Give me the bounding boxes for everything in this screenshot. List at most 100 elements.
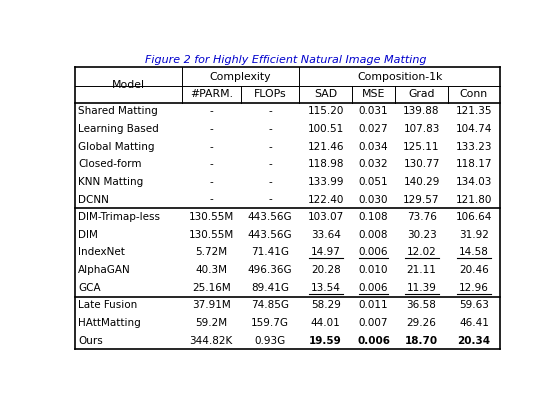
Text: -: - [268,124,272,134]
Text: 0.007: 0.007 [359,318,388,328]
Text: 130.77: 130.77 [403,159,440,169]
Text: 5.72M: 5.72M [195,248,227,257]
Text: Global Matting: Global Matting [78,142,155,152]
Text: 130.55M: 130.55M [189,212,234,222]
Text: -: - [209,177,213,187]
Text: 121.80: 121.80 [456,194,492,205]
Text: -: - [209,124,213,134]
Text: 0.006: 0.006 [359,283,388,293]
Text: Ours: Ours [78,335,103,346]
Text: -: - [268,159,272,169]
Text: 58.29: 58.29 [311,300,340,310]
Text: 443.56G: 443.56G [248,212,292,222]
Text: DIM: DIM [78,230,98,240]
Text: 12.02: 12.02 [407,248,436,257]
Text: 0.031: 0.031 [359,107,388,116]
Text: Model: Model [112,80,145,90]
Text: #PARM.: #PARM. [190,89,233,99]
Text: 12.96: 12.96 [459,283,489,293]
Text: 103.07: 103.07 [307,212,344,222]
Text: 0.006: 0.006 [359,248,388,257]
Text: 0.011: 0.011 [359,300,388,310]
Text: 71.41G: 71.41G [251,248,289,257]
Text: -: - [268,177,272,187]
Text: Figure 2 for Highly Efficient Natural Image Matting: Figure 2 for Highly Efficient Natural Im… [145,55,427,65]
Text: 133.23: 133.23 [456,142,492,152]
Text: 115.20: 115.20 [307,107,344,116]
Text: Conn: Conn [460,89,488,99]
Text: 121.35: 121.35 [456,107,492,116]
Text: 121.46: 121.46 [307,142,344,152]
Text: SAD: SAD [314,89,337,99]
Text: 140.29: 140.29 [403,177,440,187]
Text: 33.64: 33.64 [311,230,340,240]
Text: Learning Based: Learning Based [78,124,159,134]
Text: 59.2M: 59.2M [195,318,227,328]
Text: Late Fusion: Late Fusion [78,300,138,310]
Text: 29.26: 29.26 [407,318,436,328]
Text: 125.11: 125.11 [403,142,440,152]
Text: -: - [268,194,272,205]
Text: 129.57: 129.57 [403,194,440,205]
Text: 20.28: 20.28 [311,265,340,275]
Text: -: - [209,142,213,152]
Text: 133.99: 133.99 [307,177,344,187]
Text: FLOPs: FLOPs [254,89,286,99]
Text: 118.17: 118.17 [456,159,492,169]
Text: 0.051: 0.051 [359,177,388,187]
Text: Complexity: Complexity [210,72,271,82]
Text: -: - [209,107,213,116]
Text: -: - [268,107,272,116]
Text: 134.03: 134.03 [456,177,492,187]
Text: 159.7G: 159.7G [251,318,289,328]
Text: 0.032: 0.032 [359,159,388,169]
Text: 46.41: 46.41 [459,318,489,328]
Text: 0.030: 0.030 [359,194,388,205]
Text: 107.83: 107.83 [403,124,440,134]
Text: 0.010: 0.010 [359,265,388,275]
Text: 100.51: 100.51 [307,124,344,134]
Text: 37.91M: 37.91M [192,300,230,310]
Text: Closed-form: Closed-form [78,159,142,169]
Text: 89.41G: 89.41G [251,283,289,293]
Text: DIM-Trimap-less: DIM-Trimap-less [78,212,160,222]
Text: 59.63: 59.63 [459,300,489,310]
Text: Grad: Grad [408,89,435,99]
Text: -: - [268,142,272,152]
Text: -: - [209,194,213,205]
Text: 74.85G: 74.85G [251,300,289,310]
Text: 0.008: 0.008 [359,230,388,240]
Text: 31.92: 31.92 [459,230,489,240]
Text: Shared Matting: Shared Matting [78,107,158,116]
Text: Composition-1k: Composition-1k [357,72,442,82]
Text: 25.16M: 25.16M [192,283,230,293]
Text: 44.01: 44.01 [311,318,340,328]
Text: IndexNet: IndexNet [78,248,126,257]
Text: 104.74: 104.74 [456,124,492,134]
Text: 40.3M: 40.3M [195,265,227,275]
Text: 13.54: 13.54 [311,283,340,293]
Text: 0.108: 0.108 [359,212,388,222]
Text: 118.98: 118.98 [307,159,344,169]
Text: MSE: MSE [362,89,385,99]
Text: 36.58: 36.58 [407,300,436,310]
Text: 0.027: 0.027 [359,124,388,134]
Text: 14.58: 14.58 [459,248,489,257]
Text: 14.97: 14.97 [311,248,340,257]
Text: 18.70: 18.70 [405,335,438,346]
Text: 0.93G: 0.93G [254,335,286,346]
Text: 73.76: 73.76 [407,212,436,222]
Text: DCNN: DCNN [78,194,109,205]
Text: GCA: GCA [78,283,101,293]
Text: 130.55M: 130.55M [189,230,234,240]
Text: -: - [209,159,213,169]
Text: KNN Matting: KNN Matting [78,177,143,187]
Text: 20.34: 20.34 [458,335,490,346]
Text: 122.40: 122.40 [307,194,344,205]
Text: 20.46: 20.46 [459,265,489,275]
Text: AlphaGAN: AlphaGAN [78,265,131,275]
Text: 30.23: 30.23 [407,230,436,240]
Text: 21.11: 21.11 [407,265,436,275]
Text: HAttMatting: HAttMatting [78,318,141,328]
Text: 19.59: 19.59 [309,335,342,346]
